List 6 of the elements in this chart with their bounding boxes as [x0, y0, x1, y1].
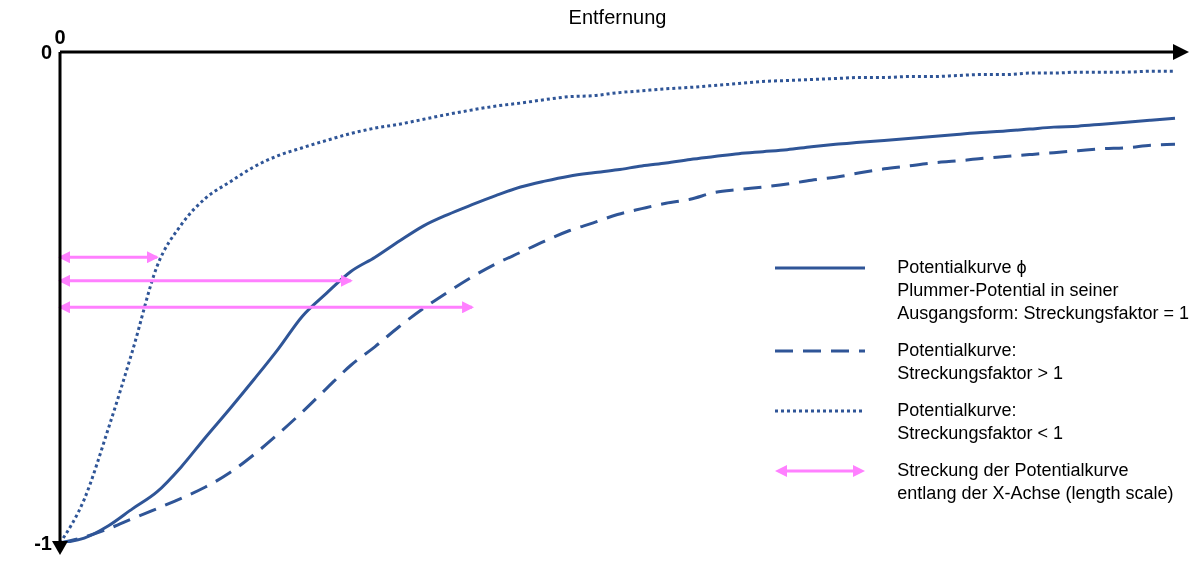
x-axis-title: Entfernung: [568, 6, 667, 29]
legend-label: Potentialkurve: Streckungsfaktor < 1: [897, 399, 1063, 445]
legend-label: Streckung der Potentialkurve entlang der X-Achse (length scale): [897, 459, 1174, 505]
legend-label: Potentialkurve: Streckungsfaktor > 1: [897, 339, 1063, 385]
y-tick-label: -1: [34, 532, 52, 555]
legend-label: Potentialkurve ϕ Plummer-Potential in seiner Ausgangsform: Streckungsfaktor = 1: [897, 256, 1189, 325]
